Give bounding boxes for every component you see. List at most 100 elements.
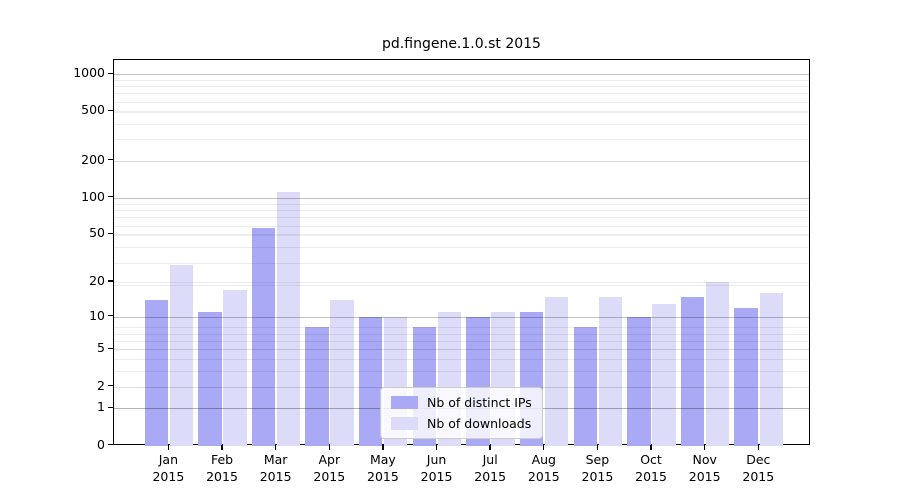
bar-jan-ips [144, 300, 168, 446]
gridline-6 [114, 341, 809, 342]
bar-dec-ips [734, 307, 758, 446]
gridline-8 [114, 327, 809, 329]
gridline-79 [114, 210, 809, 212]
x-tick-label-jun: Jun 2015 [420, 451, 453, 484]
gridline-59 [114, 225, 809, 227]
y-tick-mark-50 [108, 232, 113, 234]
x-tick-mark-mar [274, 444, 277, 450]
gridline-10 [114, 316, 809, 318]
gridline-19 [114, 284, 809, 286]
legend: Nb of distinct IPs Nb of downloads [380, 386, 543, 439]
bar-apr-downloads [330, 300, 354, 446]
bar-aug-downloads [544, 296, 569, 446]
bar-feb-ips [198, 312, 222, 446]
bar-feb-downloads [223, 290, 247, 446]
gridline-699 [114, 93, 809, 95]
x-tick-label-aug: Aug 2015 [527, 451, 560, 484]
gridline-3 [114, 371, 809, 373]
y-tick-label-100: 100 [81, 188, 105, 204]
legend-swatch-distinct-ips [391, 395, 418, 409]
legend-swatch-downloads [391, 416, 418, 430]
bar-dec-downloads [759, 293, 783, 446]
gridline-399 [114, 123, 809, 125]
bar-sep-downloads [598, 296, 622, 446]
bar-nov-ips [680, 296, 705, 446]
bar-oct-downloads [652, 303, 676, 446]
bar-sep-ips [573, 327, 597, 446]
x-tick-mark-sep [596, 444, 599, 450]
x-tick-label-jan: Jan 2015 [152, 451, 185, 484]
bar-mar-downloads [276, 192, 301, 446]
y-tick-label-5: 5 [97, 340, 105, 356]
chart-title: pd.fingene.1.0.st 2015 [382, 36, 541, 52]
x-tick-label-nov: Nov 2015 [688, 451, 721, 484]
x-tick-mark-aug [543, 444, 545, 450]
y-tick-label-200: 200 [81, 151, 105, 167]
x-tick-label-mar: Mar 2015 [259, 451, 292, 484]
y-tick-mark-200 [108, 158, 113, 161]
x-tick-mark-may [382, 444, 384, 450]
y-tick-label-1000: 1000 [73, 65, 105, 81]
bar-jan-downloads [169, 264, 193, 446]
y-tick-label-0: 0 [97, 436, 105, 452]
gridline-50 [114, 234, 809, 236]
x-tick-mark-jun [435, 444, 438, 450]
gridline-7 [114, 333, 809, 335]
y-tick-mark-0 [108, 443, 113, 446]
gridline-299 [114, 139, 809, 140]
x-tick-label-may: May 2015 [367, 451, 399, 484]
gridline-599 [114, 101, 809, 103]
y-tick-mark-2 [108, 384, 113, 387]
x-tick-label-jul: Jul 2015 [474, 451, 507, 484]
y-tick-mark-1000 [108, 72, 113, 74]
gridline-499 [114, 111, 809, 113]
gridline-100 [114, 197, 809, 199]
y-tick-mark-100 [108, 195, 113, 198]
x-tick-mark-oct [650, 444, 652, 450]
gridline-4 [114, 359, 809, 361]
gridline-69 [114, 217, 809, 219]
legend-item-distinct-ips: Nb of distinct IPs [391, 395, 532, 410]
x-tick-mark-nov [703, 444, 706, 450]
x-tick-mark-jul [489, 444, 491, 450]
y-tick-mark-500 [108, 109, 113, 112]
x-tick-mark-apr [328, 444, 330, 450]
bar-apr-ips [305, 327, 329, 446]
x-tick-label-dec: Dec 2015 [742, 451, 775, 484]
y-tick-label-500: 500 [81, 102, 105, 118]
bar-oct-ips [627, 316, 651, 446]
y-tick-label-20: 20 [89, 272, 105, 288]
x-tick-label-sep: Sep 2015 [581, 451, 614, 484]
x-tick-mark-jan [167, 444, 170, 450]
y-tick-label-2: 2 [97, 377, 105, 393]
y-tick-label-10: 10 [89, 307, 105, 323]
y-tick-mark-10 [108, 315, 113, 317]
gridline-1000 [114, 74, 809, 76]
bar-may-ips [359, 316, 383, 446]
x-tick-label-oct: Oct 2015 [635, 451, 667, 484]
legend-label-downloads: Nb of downloads [427, 415, 532, 431]
gridline-89 [114, 203, 809, 205]
y-tick-label-50: 50 [89, 225, 105, 241]
gridline-20 [114, 281, 809, 283]
gridline-799 [114, 86, 809, 88]
y-tick-mark-20 [108, 280, 113, 282]
gridline-899 [114, 79, 809, 81]
x-tick-label-apr: Apr 2015 [313, 451, 346, 484]
legend-label-distinct-ips: Nb of distinct IPs [427, 394, 532, 410]
x-tick-label-feb: Feb 2015 [206, 451, 238, 484]
plot-area [113, 59, 810, 446]
gridline-200 [114, 160, 809, 162]
gridline-5 [114, 349, 809, 351]
gridline-49 [114, 235, 809, 237]
y-tick-mark-5 [108, 347, 113, 349]
bar-mar-ips [251, 228, 276, 446]
y-tick-label-1: 1 [97, 399, 105, 415]
gridline-39 [114, 247, 809, 249]
x-tick-mark-dec [757, 444, 759, 450]
gridline-500 [114, 111, 809, 113]
y-tick-mark-1 [108, 406, 113, 409]
gridline-5 [114, 349, 809, 351]
legend-item-downloads: Nb of downloads [391, 416, 532, 431]
